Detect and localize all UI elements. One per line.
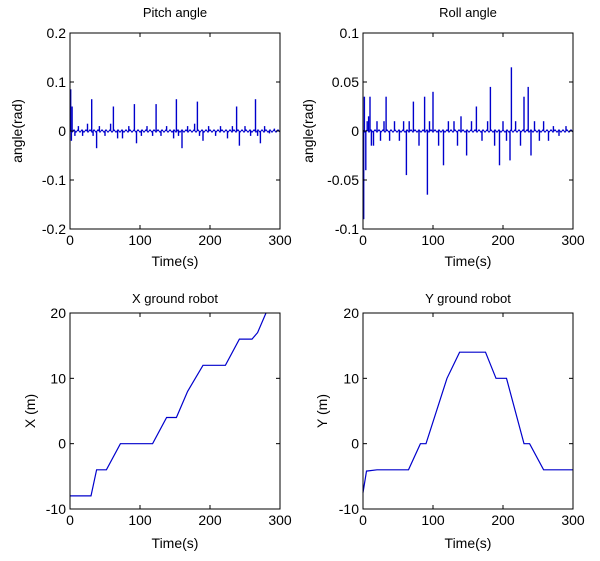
y-axis-label: Y (m) <box>314 394 330 428</box>
y-tick-label: -10 <box>46 501 66 517</box>
x-axis-label: Time(s) <box>445 535 492 551</box>
y-tick-label: 20 <box>50 305 66 321</box>
y-tick-label: -0.2 <box>42 221 66 237</box>
subplot-pitch-angle: Pitch angle 0 100 200 300 -0.2 -0.1 0 0.1 0.2 Ti… <box>9 5 292 269</box>
y-tick-label: -0.05 <box>327 172 359 188</box>
x-tick-label: 100 <box>128 232 152 248</box>
x-tick-label: 0 <box>66 512 74 528</box>
series-line <box>362 351 573 493</box>
x-tick-label: 100 <box>421 232 445 248</box>
axes-box <box>69 312 281 510</box>
x-tick-label: 300 <box>268 232 292 248</box>
x-tick-label: 300 <box>268 512 292 528</box>
y-tick-label: 0.1 <box>47 74 67 90</box>
series-line <box>70 312 267 497</box>
axes-box <box>362 312 574 510</box>
x-tick-label: 100 <box>128 512 152 528</box>
x-tick-label: 200 <box>198 512 222 528</box>
y-tick-label: -0.1 <box>335 221 359 237</box>
y-tick-label: 0.2 <box>47 25 67 41</box>
y-axis-label: X (m) <box>22 394 38 428</box>
y-tick-label: 0.1 <box>340 25 360 41</box>
y-tick-label: 0 <box>351 123 359 139</box>
subplot-roll-angle: Roll angle 0 100 200 300 -0.1 -0.05 0 0.05 0.1 T… <box>300 5 585 269</box>
x-tick-label: 100 <box>421 512 445 528</box>
y-axis-label: angle(rad) <box>9 99 25 163</box>
subplot-title: Y ground robot <box>425 291 511 306</box>
subplot-title: X ground robot <box>132 291 218 306</box>
x-tick-label: 300 <box>561 512 585 528</box>
series-baseline-line <box>362 129 574 133</box>
y-tick-label: 0 <box>58 436 66 452</box>
y-tick-label: 20 <box>343 305 359 321</box>
x-tick-label: 0 <box>359 232 367 248</box>
subplot-title: Roll angle <box>439 5 497 20</box>
y-tick-label: 10 <box>343 370 359 386</box>
y-tick-label: 10 <box>50 370 66 386</box>
plot-area: 0 100 200 300 -0.1 -0.05 0 0.05 0.1 <box>327 25 585 248</box>
y-tick-label: 0 <box>351 436 359 452</box>
x-tick-label: 300 <box>561 232 585 248</box>
x-tick-label: 0 <box>359 512 367 528</box>
subplot-title: Pitch angle <box>143 5 207 20</box>
x-axis-label: Time(s) <box>152 535 199 551</box>
x-axis-label: Time(s) <box>152 253 199 269</box>
y-axis-label: angle(rad) <box>300 99 316 163</box>
x-tick-label: 0 <box>66 232 74 248</box>
x-tick-label: 200 <box>198 232 222 248</box>
x-tick-label: 200 <box>491 232 515 248</box>
y-tick-label: 0 <box>58 123 66 139</box>
y-tick-label: 0.05 <box>332 74 359 90</box>
plot-area: 0 100 200 300 -0.2 -0.1 0 0.1 0.2 <box>42 25 292 248</box>
y-tick-label: -10 <box>339 501 359 517</box>
x-axis-label: Time(s) <box>445 253 492 269</box>
y-tick-label: -0.1 <box>42 172 66 188</box>
x-tick-label: 200 <box>491 512 515 528</box>
